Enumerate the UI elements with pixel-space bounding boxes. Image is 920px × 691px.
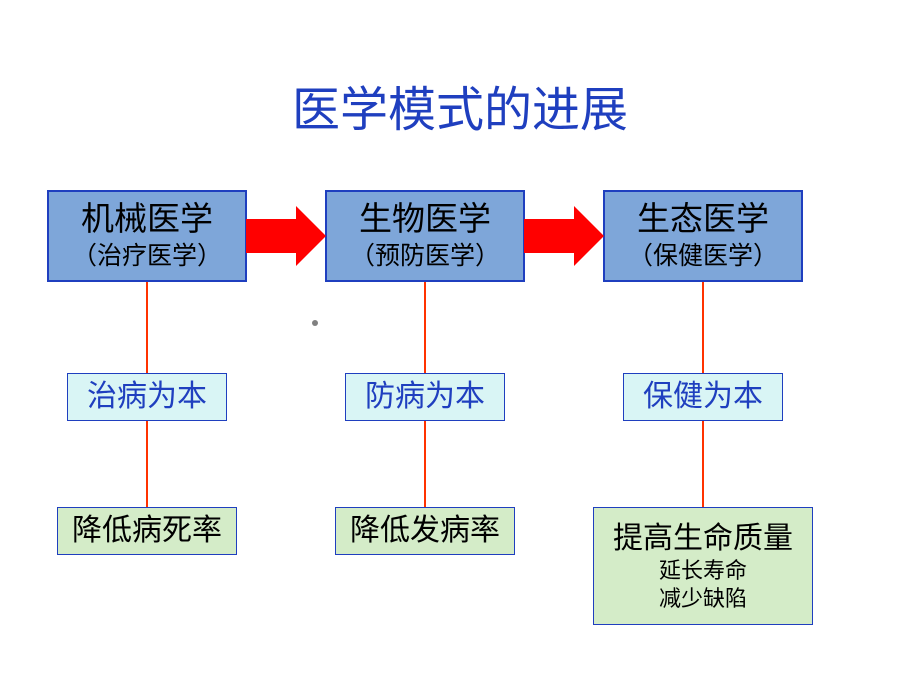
top-box-line1: 生物医学 (359, 200, 491, 241)
bot-box-line: 降低发病率 (350, 512, 500, 550)
top-box-line1: 机械医学 (81, 200, 213, 241)
mid-box-label: 防病为本 (365, 378, 485, 416)
mid-box-label: 治病为本 (87, 378, 207, 416)
bot-box-line: 降低病死率 (72, 512, 222, 550)
arrow-right-icon (246, 206, 326, 266)
mid-box-label: 保健为本 (643, 378, 763, 416)
top-box-line2: （预防医学） (350, 241, 500, 272)
top-box-1: 生物医学（预防医学） (325, 190, 525, 282)
mid-box-2: 保健为本 (623, 373, 783, 421)
connector-line (702, 282, 704, 373)
bot-box-1: 降低发病率 (335, 507, 515, 555)
mid-box-0: 治病为本 (67, 373, 227, 421)
bot-box-line: 提高生命质量 (613, 520, 793, 558)
top-box-line2: （保健医学） (628, 241, 778, 272)
mid-box-1: 防病为本 (345, 373, 505, 421)
connector-line (146, 282, 148, 373)
top-box-2: 生态医学（保健医学） (603, 190, 803, 282)
bot-box-line: 延长寿命 (659, 557, 747, 585)
top-box-0: 机械医学（治疗医学） (47, 190, 247, 282)
page-title: 医学模式的进展 (0, 70, 920, 140)
bot-box-line: 减少缺陷 (659, 585, 747, 613)
connector-line (424, 282, 426, 373)
bot-box-2: 提高生命质量延长寿命减少缺陷 (593, 507, 813, 625)
connector-line (146, 421, 148, 507)
bot-box-0: 降低病死率 (57, 507, 237, 555)
page-dot (312, 320, 318, 326)
top-box-line1: 生态医学 (637, 200, 769, 241)
connector-line (702, 421, 704, 507)
top-box-line2: （治疗医学） (72, 241, 222, 272)
connector-line (424, 421, 426, 507)
arrow-right-icon (524, 206, 604, 266)
